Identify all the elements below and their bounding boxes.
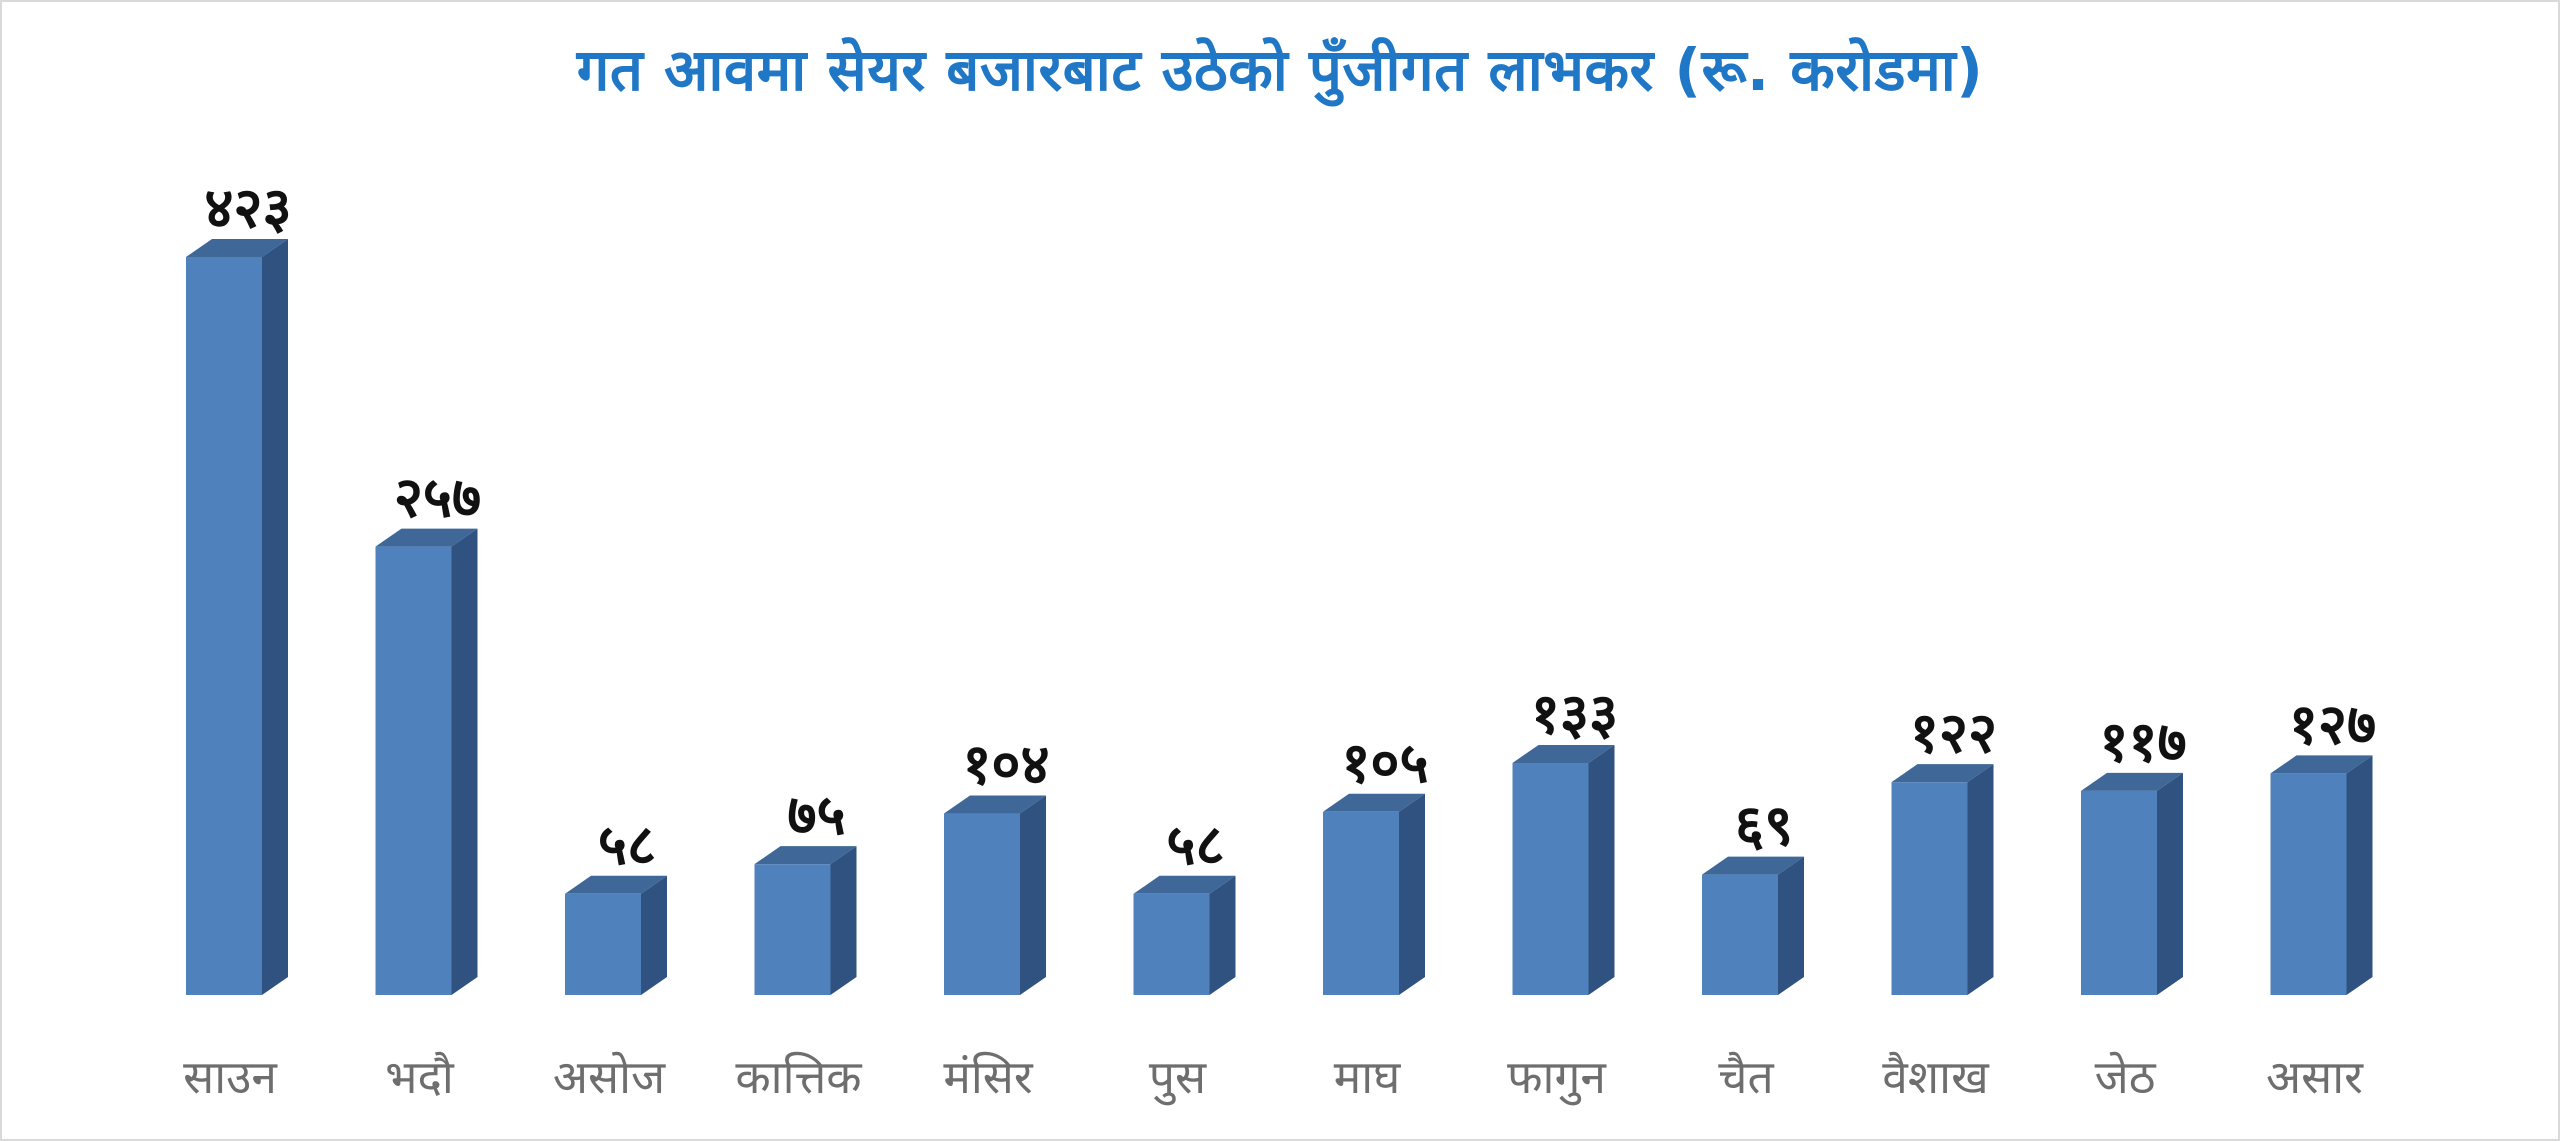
bar-side [451,528,478,995]
bar-side [1967,764,1994,995]
bar-front [2081,790,2157,995]
bar-top [375,528,478,547]
bar-top [565,875,667,894]
bar-side [641,875,667,995]
category-label: भदौ [385,1050,455,1104]
bar-top [1702,856,1804,875]
bar-12 [2270,755,2373,995]
bar-front [944,813,1020,995]
data-label: ४२३ [204,176,291,241]
bar-side [830,846,857,995]
bar-top [186,239,288,257]
data-label: २५७ [394,466,481,531]
bar-top [1512,744,1615,763]
bar-top [2270,755,2373,774]
category-label: पुस [1149,1050,1207,1106]
category-label: असार [2266,1050,2364,1104]
bar-side [1588,744,1615,995]
bar-3 [565,875,667,995]
bar-top [1133,875,1236,894]
category-label: साउन [183,1050,278,1104]
bar-top [754,846,857,865]
bar-1 [186,239,288,995]
data-label: ६९ [1735,794,1793,859]
bar-7 [1323,793,1425,995]
bar-side [1209,875,1236,995]
bar-front [1133,893,1210,995]
bar-8 [1512,744,1615,995]
bar-front [375,546,452,995]
bar-front [1891,782,1968,995]
data-label: १३३ [1531,682,1618,747]
bar-front [1323,811,1399,995]
bar-front [1702,874,1778,995]
bar-side [1020,795,1046,995]
data-label: ११७ [2099,710,2186,775]
bar-5 [944,795,1046,995]
bar-6 [1133,875,1236,995]
bar-top [2081,772,2183,791]
bar-9 [1702,856,1804,995]
bar-4 [754,846,857,995]
bar-top [944,795,1046,814]
bar-front [2270,773,2347,995]
bar-side [1778,856,1804,995]
bar-front [186,257,262,995]
data-label: १२७ [2289,692,2376,757]
data-label: १२२ [1910,701,1997,766]
category-label: चैत [1718,1050,1774,1104]
bar-top [1891,764,1994,783]
bar-2 [375,528,478,995]
bar-10 [1891,764,1994,995]
chart-title: गत आवमा सेयर बजारबाट उठेको पुँजीगत लाभकर… [576,36,1984,104]
data-label: १०५ [1341,731,1428,796]
bar-front [754,864,831,995]
bar-front [1512,762,1589,995]
category-label: जेठ [2095,1050,2157,1104]
data-label: १०४ [962,733,1049,798]
bar-11 [2081,772,2183,995]
data-label: ७५ [787,783,845,848]
bar-top [1323,793,1425,812]
category-label: असोज [553,1050,666,1104]
category-label: माघ [1334,1050,1401,1104]
data-label: ५८ [1166,813,1224,878]
category-label: मंसिर [943,1050,1034,1104]
category-label: वैशाख [1882,1050,1990,1104]
data-label: ५८ [598,813,656,878]
category-label: फागुन [1507,1050,1607,1106]
bar-front [565,893,641,995]
bar-side [2346,755,2373,995]
bar-side [262,239,288,995]
category-label: कात्तिक [735,1050,863,1104]
bar-side [1399,793,1425,995]
bar-side [2157,772,2183,995]
